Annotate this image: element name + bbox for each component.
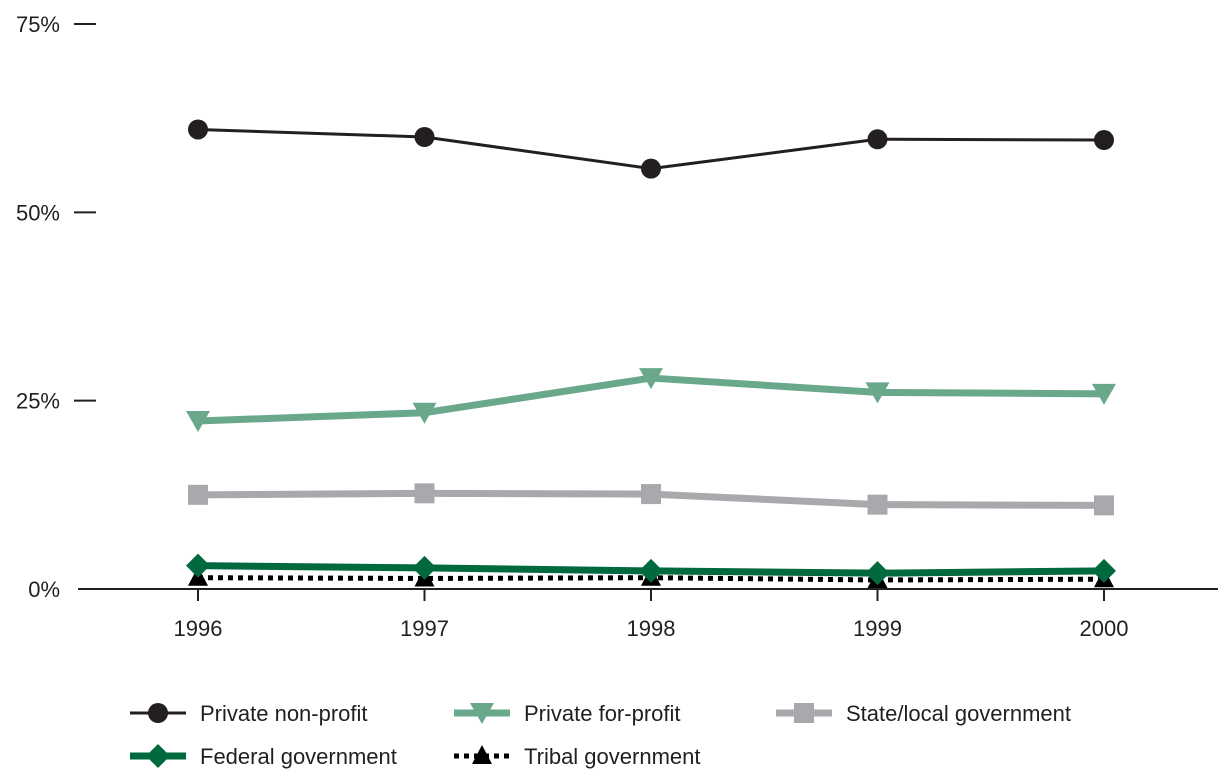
x-tick-label: 2000 [1080, 616, 1129, 641]
legend-item: Federal government [130, 744, 397, 769]
legend-marker-triangle-up [472, 745, 492, 764]
data-point-circle [641, 158, 661, 179]
legend-label: Private for-profit [524, 701, 681, 726]
legend-item: Private for-profit [454, 701, 681, 726]
data-point-diamond [1092, 558, 1116, 583]
data-point-square [414, 483, 435, 504]
y-tick-label: 0% [28, 577, 60, 602]
x-tick-label: 1999 [853, 616, 902, 641]
data-point-diamond [186, 553, 210, 578]
legend-label: State/local government [846, 701, 1071, 726]
data-point-square [641, 484, 661, 505]
series-state-local-government [188, 483, 1114, 516]
data-point-circle [867, 129, 888, 150]
data-point-circle [414, 127, 435, 147]
legend: Private non-profit Private for-profit Stat… [130, 701, 1071, 769]
x-tick-label: 1996 [174, 616, 223, 641]
data-point-square [867, 494, 888, 515]
legend-marker-square [794, 703, 814, 723]
data-point-diamond [639, 558, 663, 583]
data-point-triangle-down [1092, 383, 1116, 405]
data-point-triangle-down [412, 402, 437, 424]
data-point-triangle-down [186, 411, 210, 433]
legend-label: Private non-profit [200, 701, 368, 726]
data-point-triangle-down [865, 382, 890, 404]
legend-marker-circle [148, 703, 168, 723]
data-point-diamond [412, 555, 437, 580]
legend-label: Federal government [200, 744, 397, 769]
y-tick-label: 75% [16, 12, 60, 37]
data-point-circle [188, 119, 208, 140]
data-point-square [188, 484, 208, 505]
legend-label: Tribal government [524, 744, 700, 769]
y-tick-label: 50% [16, 200, 60, 225]
series-private-for-profit [186, 368, 1116, 433]
series-federal-government [186, 553, 1116, 586]
x-tick-label: 1997 [400, 616, 449, 641]
series-private-non-profit [188, 119, 1114, 179]
series-layer [186, 119, 1116, 588]
legend-marker-diamond [146, 744, 170, 768]
data-point-diamond [865, 561, 890, 586]
x-axis: 1996 1997 1998 1999 2000 [78, 588, 1218, 641]
data-point-triangle-down [639, 368, 663, 390]
legend-item: State/local government [776, 701, 1071, 726]
x-tick-label: 1998 [627, 616, 676, 641]
data-point-square [1094, 495, 1114, 516]
data-point-circle [1094, 130, 1114, 151]
legend-item: Tribal government [454, 744, 700, 769]
y-tick-label: 25% [16, 389, 60, 414]
y-axis: 0% 25% 50% 75% [16, 12, 96, 602]
legend-marker-triangle-down [470, 703, 494, 724]
legend-item: Private non-profit [130, 701, 368, 726]
